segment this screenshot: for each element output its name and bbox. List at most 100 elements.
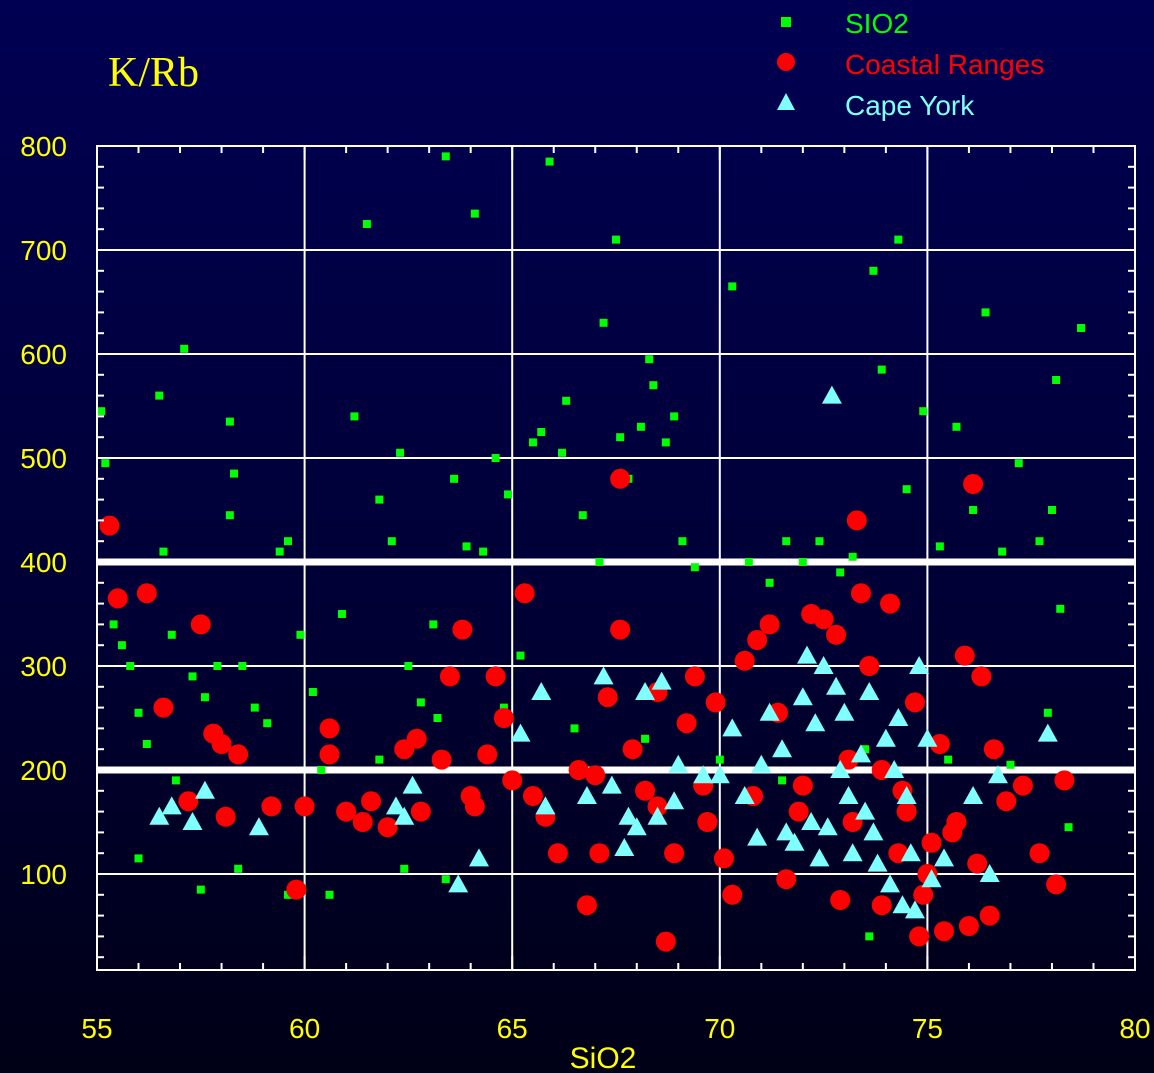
y-tick-label: 700 xyxy=(20,235,67,266)
point-sio2 xyxy=(861,745,870,754)
point-sio2 xyxy=(462,542,471,551)
point-sio2 xyxy=(234,864,243,873)
point-sio2 xyxy=(578,511,587,520)
point-coastal-ranges xyxy=(547,843,568,864)
point-sio2 xyxy=(715,755,724,764)
point-cape-york xyxy=(917,728,938,747)
point-cape-york xyxy=(776,822,797,841)
point-cape-york xyxy=(855,801,876,820)
y-tick-label: 200 xyxy=(20,755,67,786)
point-sio2 xyxy=(1035,537,1044,546)
point-sio2 xyxy=(441,152,450,161)
point-sio2 xyxy=(387,537,396,546)
point-cape-york xyxy=(402,775,423,794)
point-coastal-ranges xyxy=(734,650,755,671)
x-tick-label: 55 xyxy=(81,1013,112,1044)
point-coastal-ranges xyxy=(850,583,871,604)
point-cape-york xyxy=(863,822,884,841)
point-sio2 xyxy=(562,396,571,405)
point-coastal-ranges xyxy=(996,791,1017,812)
point-sio2 xyxy=(263,719,272,728)
point-coastal-ranges xyxy=(684,666,705,687)
legend-marker-sio2 xyxy=(781,17,791,27)
point-cape-york xyxy=(535,796,556,815)
point-coastal-ranges xyxy=(896,801,917,822)
point-coastal-ranges xyxy=(377,817,398,838)
point-coastal-ranges xyxy=(261,796,282,817)
point-cape-york xyxy=(784,832,805,851)
point-cape-york xyxy=(747,827,768,846)
point-coastal-ranges xyxy=(759,614,780,635)
point-sio2 xyxy=(117,641,126,650)
point-sio2 xyxy=(362,220,371,228)
legend-label-cape-york: Cape York xyxy=(845,90,975,121)
point-cape-york xyxy=(161,796,182,815)
point-coastal-ranges xyxy=(859,656,880,676)
point-sio2 xyxy=(375,495,384,504)
point-sio2 xyxy=(416,698,425,707)
point-sio2 xyxy=(296,630,305,639)
point-cape-york xyxy=(838,786,859,804)
point-coastal-ranges xyxy=(514,583,535,604)
point-cape-york xyxy=(809,848,830,867)
point-cape-york xyxy=(850,744,871,763)
point-cape-york xyxy=(842,843,863,862)
point-sio2 xyxy=(670,412,679,421)
x-tick-label: 65 xyxy=(497,1013,528,1044)
point-sio2 xyxy=(171,776,180,785)
point-coastal-ranges xyxy=(352,812,373,832)
point-coastal-ranges xyxy=(622,739,643,760)
point-coastal-ranges xyxy=(904,692,925,713)
point-sio2 xyxy=(441,875,450,884)
x-tick-label: 75 xyxy=(912,1013,943,1044)
point-coastal-ranges xyxy=(697,812,718,832)
point-coastal-ranges xyxy=(846,510,867,531)
point-sio2 xyxy=(433,714,442,722)
point-coastal-ranges xyxy=(813,609,834,630)
point-coastal-ranges xyxy=(215,806,236,827)
point-sio2 xyxy=(545,157,554,166)
point-cape-york xyxy=(647,806,668,825)
series-cape-york xyxy=(149,385,1058,919)
point-coastal-ranges xyxy=(647,796,668,817)
point-coastal-ranges xyxy=(913,884,934,905)
point-coastal-ranges xyxy=(477,744,498,765)
point-coastal-ranges xyxy=(963,474,984,494)
point-coastal-ranges xyxy=(439,666,460,687)
point-cape-york xyxy=(792,687,813,706)
point-sio2 xyxy=(109,620,118,629)
point-sio2 xyxy=(450,474,459,483)
point-coastal-ranges xyxy=(838,749,859,770)
point-cape-york xyxy=(904,900,925,919)
point-sio2 xyxy=(902,485,911,494)
point-coastal-ranges xyxy=(406,728,427,749)
point-coastal-ranges xyxy=(107,588,128,609)
point-sio2 xyxy=(1014,459,1023,468)
point-sio2 xyxy=(230,469,239,478)
point-cape-york xyxy=(867,853,888,872)
point-cape-york xyxy=(963,786,984,804)
point-sio2 xyxy=(636,422,645,431)
point-coastal-ranges xyxy=(294,796,315,817)
point-coastal-ranges xyxy=(921,832,942,853)
plot-border xyxy=(96,145,1136,971)
point-sio2 xyxy=(142,740,151,748)
point-sio2 xyxy=(894,235,903,244)
point-coastal-ranges xyxy=(909,926,930,947)
point-coastal-ranges xyxy=(871,895,892,916)
point-coastal-ranges xyxy=(610,619,631,640)
point-sio2 xyxy=(865,932,874,941)
point-cape-york xyxy=(805,713,826,732)
point-sio2 xyxy=(250,703,259,712)
point-coastal-ranges xyxy=(190,614,211,635)
y-tick-label: 100 xyxy=(20,859,67,890)
point-cape-york xyxy=(834,702,855,721)
y-tick-label: 400 xyxy=(20,547,67,578)
point-sio2 xyxy=(213,662,222,670)
point-sio2 xyxy=(645,355,654,364)
point-sio2 xyxy=(400,864,409,873)
point-sio2 xyxy=(1006,760,1015,769)
point-sio2 xyxy=(1064,823,1073,832)
point-coastal-ranges xyxy=(485,666,506,687)
